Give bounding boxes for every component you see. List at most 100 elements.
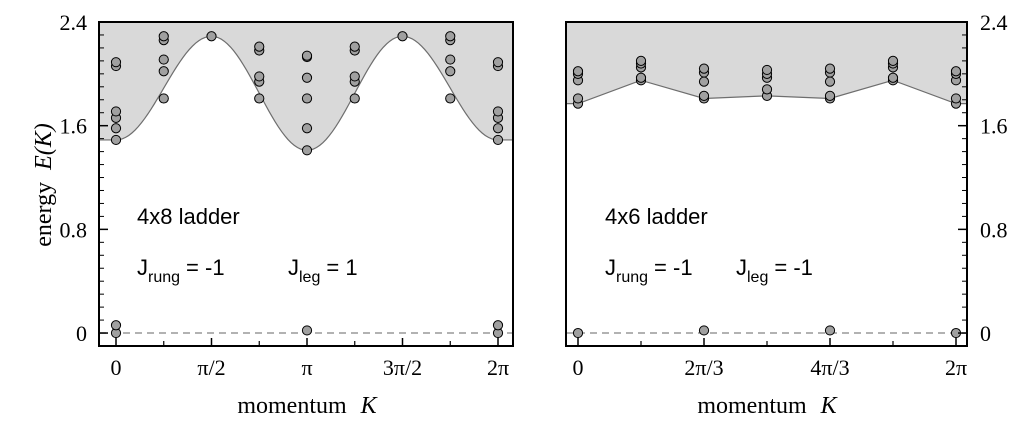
left-data-point xyxy=(492,134,504,146)
right-xaxis-var: K xyxy=(820,393,839,419)
left-jleg-subscript: leg xyxy=(299,269,320,286)
right-jrung-value: = -1 xyxy=(654,255,693,280)
right-xaxis-word: momentum xyxy=(697,393,807,419)
left-plot-frame xyxy=(98,21,514,347)
right-x-tick-label: 0 xyxy=(573,355,584,380)
right-jleg-subscript: leg xyxy=(747,269,768,286)
left-annotation-jrung: Jrung = -1 xyxy=(137,255,225,286)
right-data-point xyxy=(572,66,584,77)
left-jrung-value: = -1 xyxy=(186,255,225,280)
right-panel: 0 2π/3 4π/3 2π 0 0.8 1.6 2.4 4x6 ladder Jrung = … xyxy=(565,10,1008,419)
left-data-point xyxy=(110,134,122,146)
left-data-point xyxy=(254,41,265,52)
left-data-point xyxy=(158,93,169,104)
right-ticks-layer xyxy=(577,21,967,347)
left-data-point xyxy=(301,72,313,83)
left-data-point xyxy=(301,93,313,104)
left-annotation-jleg: Jleg = 1 xyxy=(288,255,358,286)
right-y-tick-label: 2.4 xyxy=(980,10,1008,35)
right-x-tick-label: 2π xyxy=(945,355,967,380)
left-y-tick-label: 0.8 xyxy=(60,217,88,242)
left-jleg-symbol: J xyxy=(288,255,299,280)
right-jrung-subscript: rung xyxy=(616,269,648,286)
left-data-point xyxy=(397,31,408,42)
right-y-tick-label: 0 xyxy=(980,321,991,346)
left-jleg-value: = 1 xyxy=(326,255,357,280)
left-data-point xyxy=(158,31,169,42)
left-data-point xyxy=(492,106,504,117)
left-xaxis-word: momentum xyxy=(237,393,347,419)
right-data-point xyxy=(950,66,962,77)
right-data-point xyxy=(698,76,710,87)
right-data-point xyxy=(572,93,584,104)
left-jrung-symbol: J xyxy=(137,255,148,280)
left-yaxis-word: energy xyxy=(31,182,57,247)
right-y-tick-label: 0.8 xyxy=(980,217,1008,242)
right-data-point xyxy=(950,93,962,104)
left-data-point xyxy=(301,123,313,134)
left-data-point xyxy=(301,325,313,336)
left-ticks-layer xyxy=(99,21,499,347)
right-data-point xyxy=(698,63,710,74)
right-jleg-value: = -1 xyxy=(774,255,813,280)
right-xaxis-title: momentum K xyxy=(697,393,838,419)
left-xaxis-var: K xyxy=(360,393,379,419)
left-data-point xyxy=(445,54,456,65)
left-data-point xyxy=(492,57,504,68)
left-jrung-subscript: rung xyxy=(148,269,180,286)
left-data-point xyxy=(301,50,313,61)
left-data-point xyxy=(110,57,122,68)
right-data-point xyxy=(698,90,710,101)
right-data-point xyxy=(635,72,647,83)
right-jrung-symbol: J xyxy=(605,255,616,280)
right-y-tick-label: 1.6 xyxy=(980,114,1008,139)
left-data-point xyxy=(110,106,122,117)
right-data-point xyxy=(761,84,773,95)
left-data-point xyxy=(110,123,122,134)
right-data-point xyxy=(824,76,836,87)
left-data-point xyxy=(206,31,217,42)
left-data-point xyxy=(445,66,456,77)
right-data-point xyxy=(824,90,836,101)
right-annotation-title: 4x6 ladder xyxy=(605,204,708,229)
left-data-point xyxy=(158,54,169,65)
left-panel: 0 π/2 π 3π/2 2π 0 0.8 1.6 2.4 4x8 ladder Jrung = … xyxy=(31,10,514,419)
right-data-point xyxy=(824,325,836,336)
right-data-point xyxy=(572,327,584,339)
left-data-point xyxy=(492,123,504,134)
left-points-layer xyxy=(110,31,504,339)
left-data-point xyxy=(349,93,360,104)
left-data-point xyxy=(254,93,265,104)
left-x-tick-label: 3π/2 xyxy=(383,355,422,380)
right-data-point xyxy=(635,55,647,66)
left-y-tick-label: 1.6 xyxy=(60,114,88,139)
left-data-point xyxy=(301,145,313,156)
right-annotation-jleg: Jleg = -1 xyxy=(736,255,813,286)
right-x-tick-label: 4π/3 xyxy=(810,355,849,380)
right-data-point xyxy=(698,325,710,336)
left-annotation-title: 4x8 ladder xyxy=(137,204,240,229)
right-jleg-symbol: J xyxy=(736,255,747,280)
left-data-point xyxy=(110,320,122,331)
right-tick-labels-layer: 0 2π/3 4π/3 2π 0 0.8 1.6 2.4 xyxy=(573,10,1008,380)
left-x-tick-label: π/2 xyxy=(197,355,225,380)
left-data-point xyxy=(445,93,456,104)
left-frame-layer xyxy=(98,21,514,347)
right-points-layer xyxy=(572,55,962,339)
left-data-point xyxy=(445,31,456,42)
left-data-point xyxy=(349,41,360,52)
right-continuum-region xyxy=(566,22,967,104)
left-x-tick-label: 0 xyxy=(111,355,122,380)
left-y-tick-label: 0 xyxy=(76,321,87,346)
right-data-point xyxy=(761,64,773,76)
left-tick-labels-layer: 0 π/2 π 3π/2 2π 0 0.8 1.6 2.4 xyxy=(60,10,510,380)
left-xaxis-title: momentum K xyxy=(237,393,378,419)
left-data-point xyxy=(254,71,265,82)
left-yaxis-title: energy E(K) xyxy=(31,123,57,247)
left-x-tick-label: 2π xyxy=(487,355,509,380)
right-annotation-jrung: Jrung = -1 xyxy=(605,255,693,286)
left-continuum-region xyxy=(99,22,513,151)
right-data-point xyxy=(887,72,899,83)
right-data-point xyxy=(824,63,836,74)
